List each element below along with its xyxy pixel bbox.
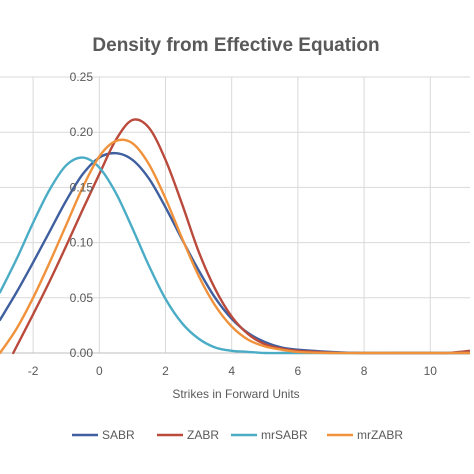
x-tick-label: 2 xyxy=(162,364,169,378)
x-tick-label: 0 xyxy=(96,364,103,378)
y-tick-label: 0.15 xyxy=(70,180,94,194)
y-tick-label: 0.10 xyxy=(70,236,94,250)
legend-label: mrZABR xyxy=(357,428,403,442)
chart-title: Density from Effective Equation xyxy=(92,35,379,56)
y-tick-label: 0.00 xyxy=(70,346,94,360)
y-tick-label: 0.20 xyxy=(70,125,94,139)
legend-label: SABR xyxy=(102,428,135,442)
legend: SABR ZABR mrSABR mrZABR xyxy=(72,428,403,442)
legend-label: ZABR xyxy=(187,428,219,442)
x-tick-label: 10 xyxy=(424,364,438,378)
y-tick-label: 0.05 xyxy=(70,291,94,305)
x-tick-label: 4 xyxy=(228,364,235,378)
x-axis-label: Strikes in Forward Units xyxy=(172,387,299,401)
tick-layer: 0.00 0.05 0.10 0.15 0.20 0.25 -2 0 2 4 6 8 10 xyxy=(28,70,438,378)
series-layer xyxy=(0,118,470,355)
y-tick-label: 0.25 xyxy=(70,70,94,84)
grid-layer xyxy=(0,76,470,353)
x-tick-label: 8 xyxy=(361,364,368,378)
x-tick-label: 6 xyxy=(295,364,302,378)
legend-label: mrSABR xyxy=(261,428,308,442)
x-tick-label: -2 xyxy=(28,364,39,378)
series-line-mrzabr xyxy=(0,138,470,355)
